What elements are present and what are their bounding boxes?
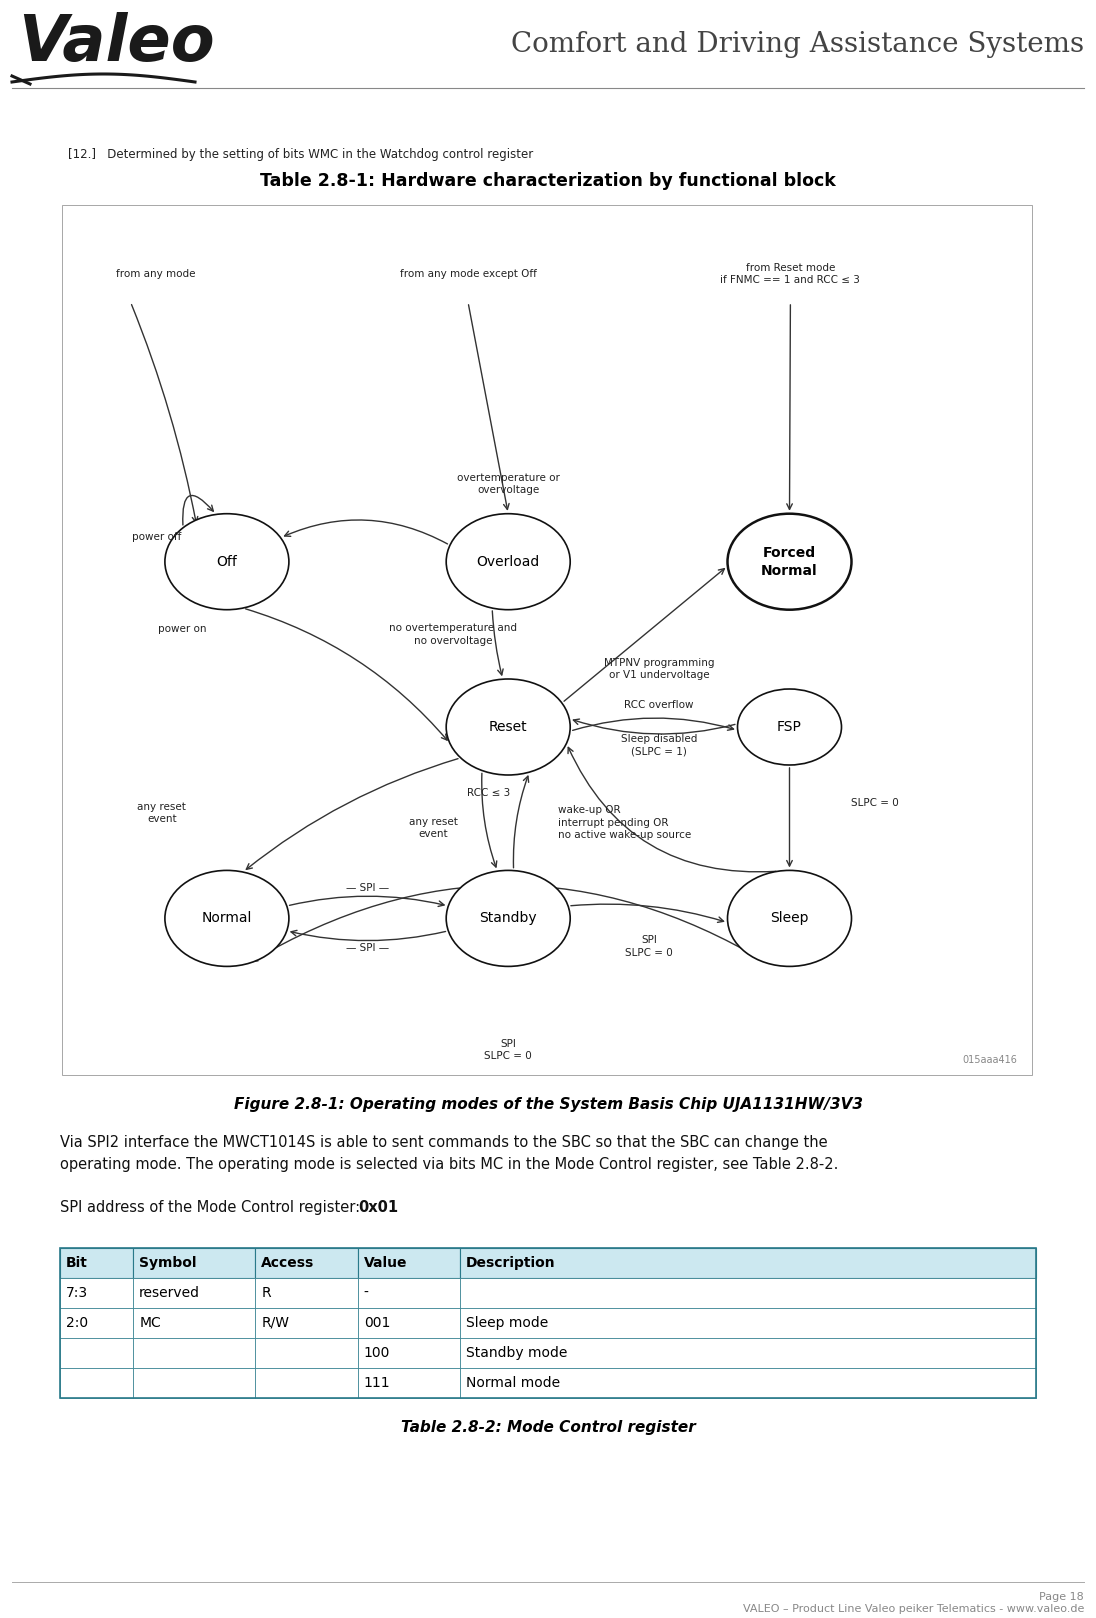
Bar xyxy=(357,1247,460,1278)
Bar xyxy=(60,1338,134,1367)
Bar xyxy=(134,1278,255,1307)
Text: Table 2.8-1: Hardware characterization by functional block: Table 2.8-1: Hardware characterization b… xyxy=(260,172,836,189)
Text: Off: Off xyxy=(217,555,238,568)
Bar xyxy=(460,1338,1036,1367)
Text: FSP: FSP xyxy=(777,720,802,735)
Text: Access: Access xyxy=(261,1256,315,1270)
Bar xyxy=(255,1247,357,1278)
Text: from any mode: from any mode xyxy=(115,269,195,278)
Text: — SPI —: — SPI — xyxy=(346,943,389,953)
Text: MTPNV programming
or V1 undervoltage: MTPNV programming or V1 undervoltage xyxy=(604,659,715,680)
Text: 015aaa416: 015aaa416 xyxy=(962,1055,1017,1065)
Text: Standby mode: Standby mode xyxy=(466,1346,568,1361)
Bar xyxy=(357,1307,460,1338)
Text: Valeo: Valeo xyxy=(18,11,215,74)
Bar xyxy=(460,1367,1036,1398)
Text: Via SPI2 interface the MWCT1014S is able to sent commands to the SBC so that the: Via SPI2 interface the MWCT1014S is able… xyxy=(60,1134,827,1150)
Text: SPI
SLPC = 0: SPI SLPC = 0 xyxy=(625,935,673,958)
Bar xyxy=(60,1278,134,1307)
Text: Standby: Standby xyxy=(479,911,537,925)
Text: Sleep: Sleep xyxy=(770,911,809,925)
Text: Forced
Normal: Forced Normal xyxy=(762,545,818,578)
Text: VALEO – Product Line Valeo peiker Telematics - www.valeo.de: VALEO – Product Line Valeo peiker Telema… xyxy=(743,1603,1084,1615)
Bar xyxy=(255,1338,357,1367)
Ellipse shape xyxy=(446,680,570,775)
Text: RCC ≤ 3: RCC ≤ 3 xyxy=(467,788,510,798)
Text: Overload: Overload xyxy=(477,555,540,568)
Bar xyxy=(60,1247,1036,1398)
Text: 001: 001 xyxy=(364,1315,390,1330)
Ellipse shape xyxy=(164,870,289,966)
Text: Reset: Reset xyxy=(489,720,527,735)
Text: R/W: R/W xyxy=(261,1315,289,1330)
Ellipse shape xyxy=(446,870,570,966)
Bar xyxy=(134,1367,255,1398)
Text: from Reset mode
if FNMC == 1 and RCC ≤ 3: from Reset mode if FNMC == 1 and RCC ≤ 3 xyxy=(720,262,860,285)
Bar xyxy=(460,1247,1036,1278)
Text: Page 18: Page 18 xyxy=(1039,1592,1084,1602)
Text: Value: Value xyxy=(364,1256,408,1270)
Text: — SPI —: — SPI — xyxy=(346,883,389,893)
Text: 7:3: 7:3 xyxy=(66,1286,88,1299)
Text: Bit: Bit xyxy=(66,1256,88,1270)
Text: Table 2.8-2: Mode Control register: Table 2.8-2: Mode Control register xyxy=(401,1421,695,1435)
Text: [12.]   Determined by the setting of bits WMC in the Watchdog control register: [12.] Determined by the setting of bits … xyxy=(68,147,534,162)
Text: Figure 2.8-1: Operating modes of the System Basis Chip UJA1131HW/3V3: Figure 2.8-1: Operating modes of the Sys… xyxy=(233,1097,863,1112)
Text: SPI
SLPC = 0: SPI SLPC = 0 xyxy=(484,1039,532,1061)
Text: Sleep disabled
(SLPC = 1): Sleep disabled (SLPC = 1) xyxy=(620,735,697,756)
Text: power off: power off xyxy=(132,532,181,542)
Text: power on: power on xyxy=(159,625,207,634)
Bar xyxy=(255,1307,357,1338)
Text: no overtemperature and
no overvoltage: no overtemperature and no overvoltage xyxy=(389,623,517,646)
Text: Comfort and Driving Assistance Systems: Comfort and Driving Assistance Systems xyxy=(511,31,1084,58)
Text: Description: Description xyxy=(466,1256,556,1270)
Bar xyxy=(460,1278,1036,1307)
Bar xyxy=(60,1307,134,1338)
Text: wake-up OR
interrupt pending OR
no active wake-up source: wake-up OR interrupt pending OR no activ… xyxy=(558,806,692,840)
Text: Normal: Normal xyxy=(202,911,252,925)
Text: 2:0: 2:0 xyxy=(66,1315,88,1330)
Bar xyxy=(357,1367,460,1398)
Text: SLPC = 0: SLPC = 0 xyxy=(850,798,899,807)
Text: MC: MC xyxy=(139,1315,161,1330)
Text: from any mode except Off: from any mode except Off xyxy=(400,269,536,278)
Bar xyxy=(62,205,1032,1074)
Bar xyxy=(255,1367,357,1398)
Bar xyxy=(60,1367,134,1398)
Text: 111: 111 xyxy=(364,1375,390,1390)
Text: any reset
event: any reset event xyxy=(409,817,458,838)
Text: operating mode. The operating mode is selected via bits MC in the Mode Control r: operating mode. The operating mode is se… xyxy=(60,1157,838,1171)
Text: R: R xyxy=(261,1286,271,1299)
Text: -: - xyxy=(364,1286,368,1299)
Ellipse shape xyxy=(446,513,570,610)
Bar xyxy=(255,1278,357,1307)
Text: overtemperature or
overvoltage: overtemperature or overvoltage xyxy=(457,472,560,495)
Bar xyxy=(134,1247,255,1278)
Text: 0x01: 0x01 xyxy=(358,1201,398,1215)
Bar xyxy=(357,1338,460,1367)
Ellipse shape xyxy=(728,513,852,610)
Ellipse shape xyxy=(728,870,852,966)
Text: 100: 100 xyxy=(364,1346,390,1361)
Bar xyxy=(357,1278,460,1307)
Ellipse shape xyxy=(164,513,289,610)
Text: Normal mode: Normal mode xyxy=(466,1375,560,1390)
Text: RCC overflow: RCC overflow xyxy=(624,701,694,710)
Text: Symbol: Symbol xyxy=(139,1256,196,1270)
Bar xyxy=(134,1338,255,1367)
Ellipse shape xyxy=(738,689,842,765)
Bar xyxy=(60,1247,134,1278)
Bar xyxy=(134,1307,255,1338)
Text: Sleep mode: Sleep mode xyxy=(466,1315,548,1330)
Text: any reset
event: any reset event xyxy=(137,801,186,824)
Text: reserved: reserved xyxy=(139,1286,201,1299)
Bar xyxy=(460,1307,1036,1338)
Text: SPI address of the Mode Control register:: SPI address of the Mode Control register… xyxy=(60,1201,365,1215)
